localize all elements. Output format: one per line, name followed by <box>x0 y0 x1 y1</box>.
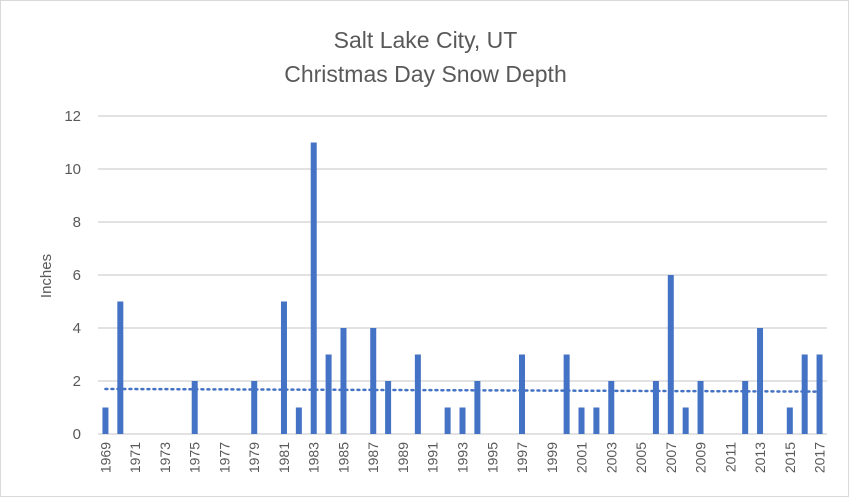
x-tick-label: 1997 <box>514 442 530 473</box>
x-tick-label: 2015 <box>782 442 798 473</box>
bar-2008 <box>682 407 689 434</box>
bar-1987 <box>370 328 377 434</box>
bar-2000 <box>563 354 570 434</box>
chart-subtitle: Christmas Day Snow Depth <box>284 61 567 87</box>
trendline <box>104 387 821 393</box>
bar-2001 <box>578 407 585 434</box>
x-tick-label: 1993 <box>455 442 471 473</box>
bar-2012 <box>742 381 749 434</box>
bar-2007 <box>667 275 674 434</box>
x-tick-label: 1987 <box>365 442 381 473</box>
x-tick-label: 1979 <box>246 442 262 473</box>
y-axis-label: Inches <box>38 254 55 298</box>
bar-1984 <box>325 354 332 434</box>
y-tick-label: 10 <box>64 161 81 178</box>
x-tick-label: 1999 <box>544 442 560 473</box>
bar-1975 <box>191 381 198 434</box>
x-tick-label: 2017 <box>812 442 828 473</box>
bar-1994 <box>474 381 481 434</box>
bar-2009 <box>697 381 704 434</box>
y-tick-label: 6 <box>73 267 81 284</box>
bar-1970 <box>117 301 124 434</box>
bar-1969 <box>102 407 109 434</box>
y-tick-label: 4 <box>73 320 81 337</box>
bar-1979 <box>251 381 258 434</box>
x-tick-label: 1985 <box>335 442 351 473</box>
bar-2003 <box>608 381 615 434</box>
y-tick-label: 8 <box>73 214 81 231</box>
x-tick-label: 1991 <box>425 442 441 473</box>
x-tick-label: 2011 <box>722 442 738 472</box>
x-tick-label: 1989 <box>395 442 411 473</box>
x-tick-label: 1973 <box>157 442 173 473</box>
x-tick-label: 1995 <box>484 442 500 473</box>
bar-2002 <box>593 407 600 434</box>
bar-1992 <box>444 407 451 434</box>
chart-title: Salt Lake City, UT <box>333 27 518 53</box>
x-tick-label: 1977 <box>216 442 232 473</box>
bar-2013 <box>757 328 764 434</box>
bar-1983 <box>310 142 317 434</box>
bar-1990 <box>414 354 421 434</box>
bar-2015 <box>786 407 793 434</box>
x-tick-label: 2005 <box>633 442 649 473</box>
bar-1981 <box>280 301 287 434</box>
x-tick-label: 1983 <box>306 442 322 473</box>
bar-1988 <box>385 381 392 434</box>
x-tick-label: 1969 <box>97 442 113 473</box>
y-tick-label: 2 <box>73 373 81 390</box>
x-tick-label: 1975 <box>187 442 203 473</box>
bar-2006 <box>652 381 659 434</box>
bar-1997 <box>519 354 526 434</box>
bar-1993 <box>459 407 466 434</box>
bar-1985 <box>340 328 347 434</box>
bar-1982 <box>295 407 302 434</box>
x-tick-label: 1971 <box>127 442 143 473</box>
x-tick-label: 2013 <box>752 442 768 473</box>
y-tick-label: 12 <box>64 108 81 125</box>
x-tick-label: 1981 <box>276 442 292 473</box>
x-tick-label: 2007 <box>663 442 679 473</box>
x-tick-label: 2003 <box>603 442 619 473</box>
x-tick-label: 2009 <box>693 442 709 473</box>
bar-2017 <box>816 354 823 434</box>
bar-2016 <box>801 354 808 434</box>
y-tick-label: 0 <box>73 426 81 443</box>
x-tick-label: 2001 <box>574 442 590 473</box>
